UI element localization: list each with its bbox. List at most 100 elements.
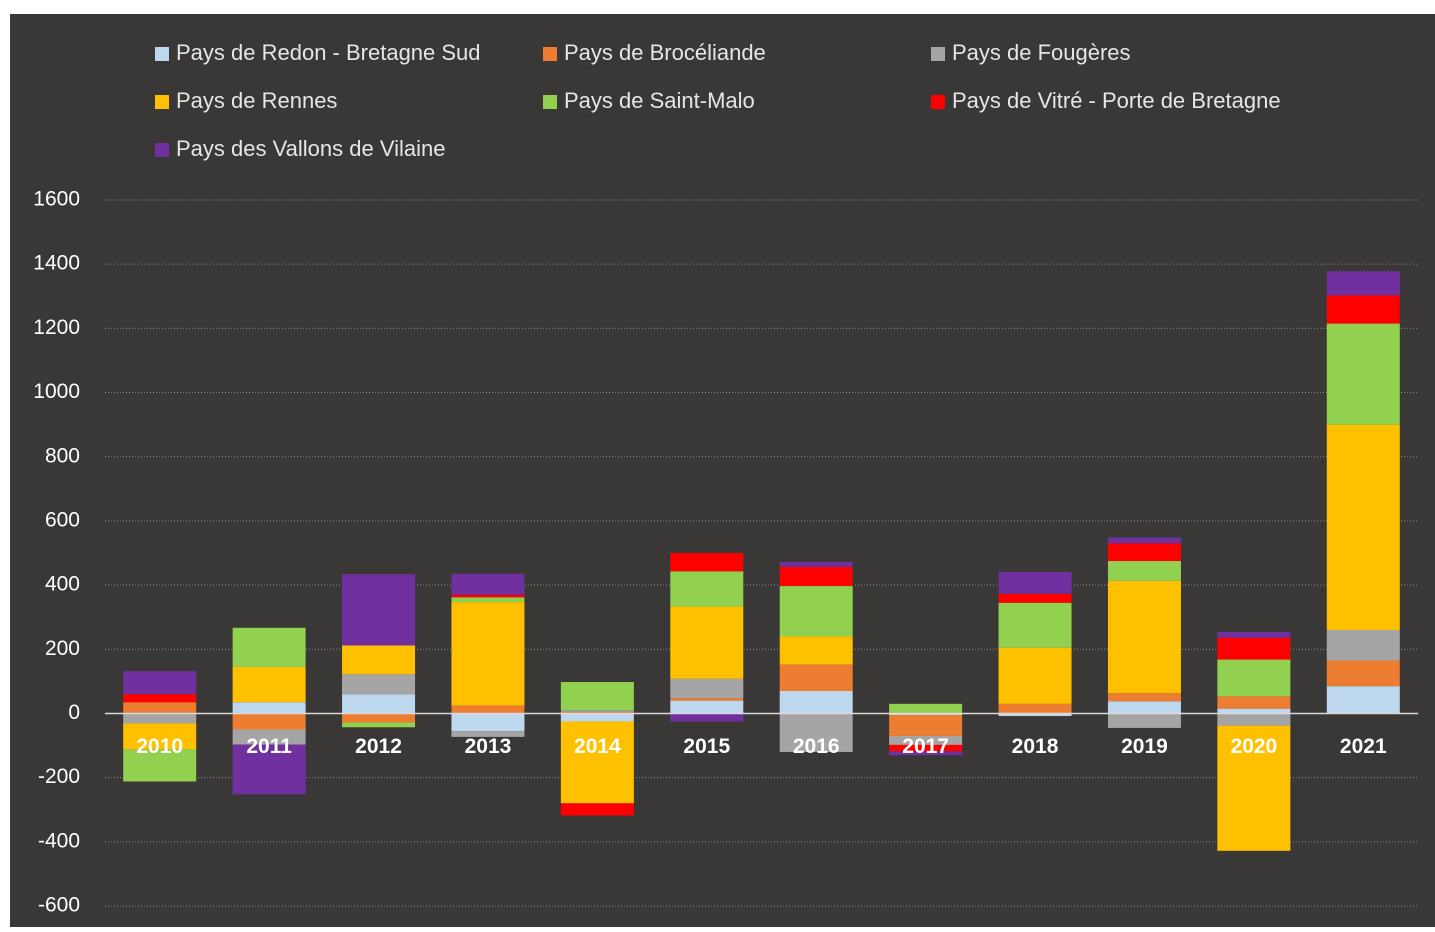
bar-segment: [1217, 708, 1291, 714]
bar-segment: [232, 627, 306, 667]
x-tick-label: 2018: [1012, 735, 1059, 758]
x-tick-label: 2011: [246, 735, 292, 758]
bar-segment: [998, 713, 1072, 717]
y-tick-label: -400: [38, 829, 80, 852]
legend-label: Pays de Vitré - Porte de Bretagne: [952, 88, 1281, 113]
bar-segment: [1217, 637, 1291, 660]
bar-segment: [123, 694, 197, 703]
legend-swatch: [543, 95, 557, 109]
y-tick-label: 1000: [33, 380, 80, 403]
bar-segment: [123, 713, 197, 724]
bar-segment: [451, 597, 525, 603]
bar-segment: [1326, 271, 1400, 296]
bar-segment: [1107, 537, 1181, 544]
bar-segment: [1217, 659, 1291, 697]
x-tick-label: 2017: [902, 735, 949, 758]
bar-segment: [451, 602, 525, 706]
x-tick-label: 2013: [465, 735, 512, 758]
legend-swatch: [155, 143, 169, 157]
bar-segment: [342, 694, 416, 714]
bar-segment: [1326, 295, 1400, 324]
bar-segment: [670, 571, 744, 607]
bar-segment: [1326, 686, 1400, 714]
bar-segment: [779, 664, 853, 691]
bar-segment: [342, 574, 416, 646]
x-tick-label: 2021: [1340, 735, 1387, 758]
x-tick-label: 2020: [1231, 735, 1278, 758]
bar-segment: [889, 713, 963, 716]
bar-segment: [342, 674, 416, 695]
bar-segment: [232, 713, 306, 730]
bar-segment: [889, 735, 963, 745]
bar-segment: [889, 751, 963, 756]
bar-segment: [1217, 631, 1291, 638]
bar-segment: [451, 705, 525, 714]
bar-segment: [123, 671, 197, 695]
bar-segment: [889, 715, 963, 736]
bar-segment: [560, 711, 634, 714]
legend-label: Pays de Redon - Bretagne Sud: [176, 40, 481, 65]
bar-segment: [1107, 701, 1181, 714]
bar-segment: [1326, 630, 1400, 661]
bar-segment: [779, 713, 853, 752]
bar-segment: [123, 749, 197, 782]
bar-segment: [889, 703, 963, 714]
bar-segment: [779, 566, 853, 587]
bar-segment: [342, 645, 416, 675]
x-tick-label: 2015: [683, 735, 730, 758]
x-tick-label: 2016: [793, 735, 840, 758]
legend-label: Pays de Fougères: [952, 40, 1131, 65]
bar-segment: [451, 731, 525, 737]
y-tick-label: 800: [45, 444, 80, 467]
y-tick-label: -200: [38, 765, 80, 788]
bar-segment: [670, 678, 744, 699]
bar-segment: [1217, 725, 1291, 851]
legend-swatch: [931, 47, 945, 61]
x-tick-label: 2010: [136, 735, 183, 758]
bar-segment: [998, 647, 1072, 704]
bar-segment: [1107, 543, 1181, 562]
bar-segment: [670, 606, 744, 679]
bar-segment: [1107, 580, 1181, 694]
bar-segment: [998, 602, 1072, 648]
legend-swatch: [543, 47, 557, 61]
bar-segment: [779, 561, 853, 567]
bar-segment: [998, 593, 1072, 603]
x-tick-label: 2012: [355, 735, 402, 758]
bar-segment: [560, 713, 634, 722]
legend-label: Pays de Brocéliande: [564, 40, 766, 65]
bar-segment: [779, 690, 853, 714]
bar-segment: [451, 573, 525, 595]
y-tick-label: 200: [45, 637, 80, 660]
bar-segment: [560, 710, 634, 712]
bar-segment: [560, 803, 634, 816]
bar-segment: [779, 636, 853, 665]
bar-segment: [670, 713, 744, 722]
y-tick-label: 600: [45, 508, 80, 531]
bar-segment: [779, 586, 853, 637]
legend-label: Pays des Vallons de Vilaine: [176, 136, 445, 161]
legend-label: Pays de Rennes: [176, 88, 337, 113]
bar-segment: [998, 571, 1072, 594]
bar-segment: [670, 700, 744, 714]
legend-swatch: [931, 95, 945, 109]
bar-segment: [1326, 424, 1400, 631]
bar-segment: [1217, 696, 1291, 709]
bar-segment: [670, 698, 744, 701]
bar-segment: [1107, 561, 1181, 581]
bar-segment: [123, 723, 197, 750]
y-tick-label: 1400: [33, 252, 80, 275]
y-tick-label: 1200: [33, 316, 80, 339]
y-tick-label: -600: [38, 894, 80, 917]
y-tick-label: 400: [45, 573, 80, 596]
bar-segment: [342, 722, 416, 728]
bar-segment: [1107, 713, 1181, 728]
legend-label: Pays de Saint-Malo: [564, 88, 755, 113]
x-tick-label: 2014: [574, 735, 621, 758]
bar-segment: [560, 682, 634, 711]
bar-segment: [1217, 713, 1291, 726]
bar-segment: [123, 702, 197, 714]
bar-segment: [232, 744, 306, 795]
legend-swatch: [155, 47, 169, 61]
bar-segment: [451, 713, 525, 732]
